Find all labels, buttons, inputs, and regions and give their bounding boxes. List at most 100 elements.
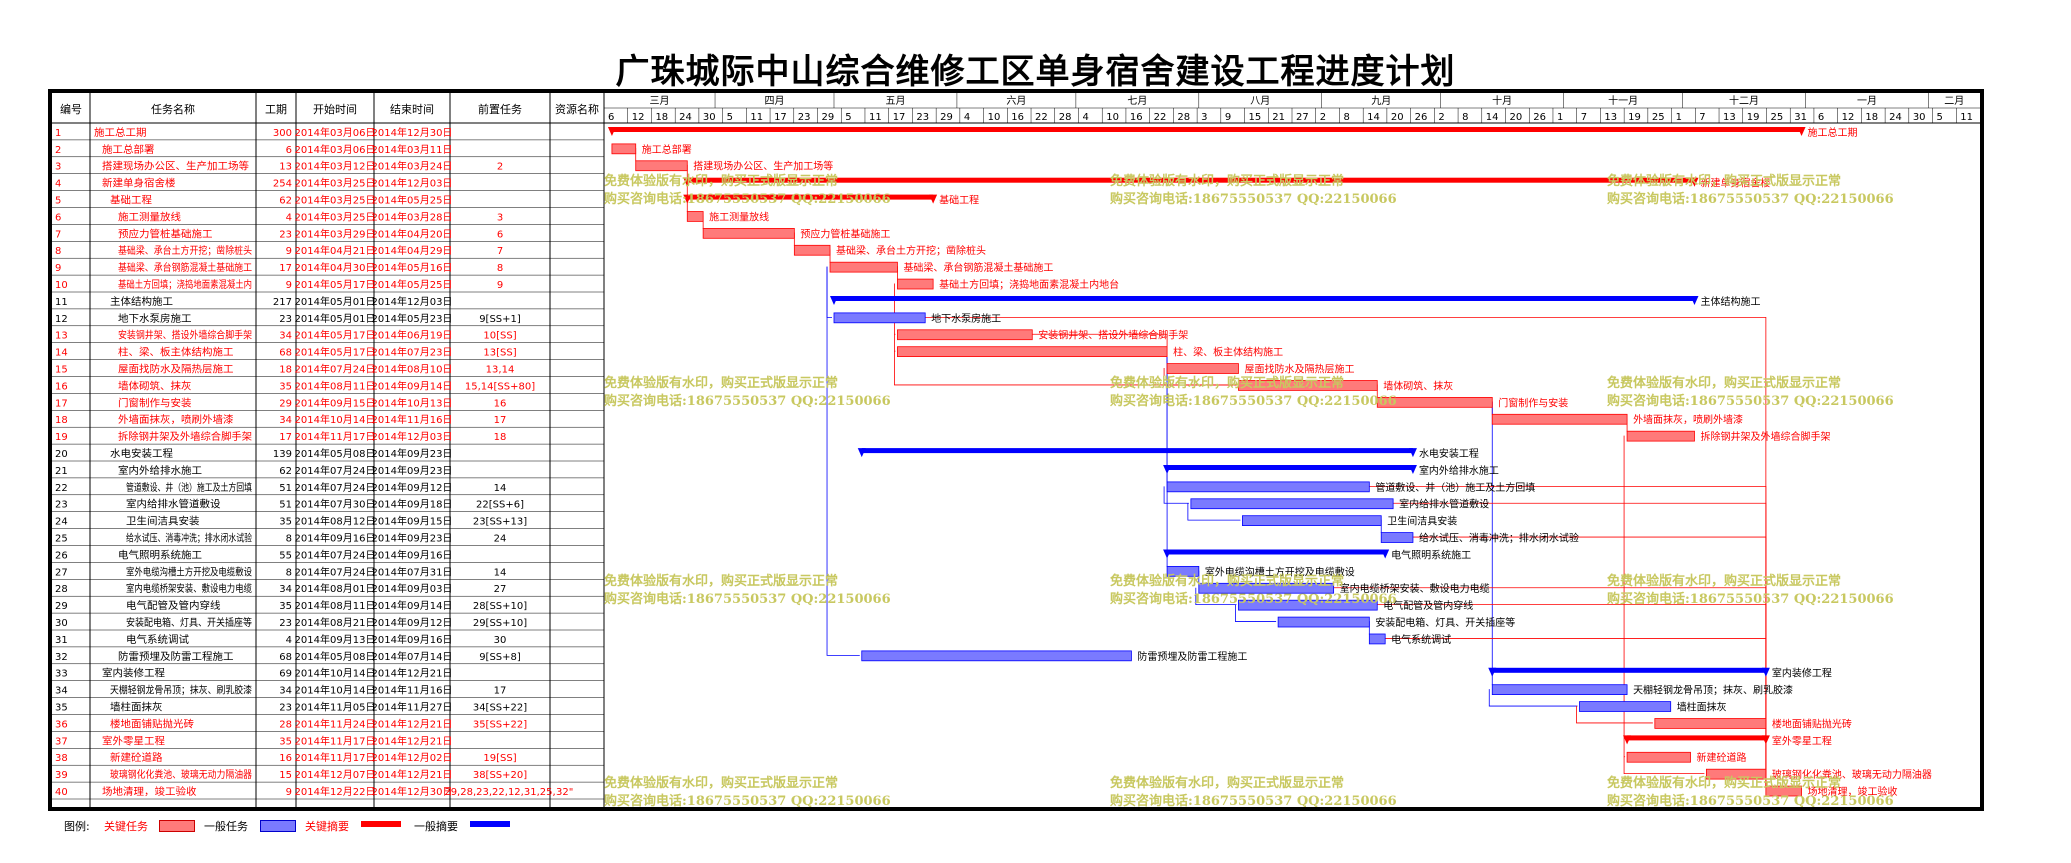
dependency-link xyxy=(826,266,860,656)
task-duration: 35 xyxy=(279,736,292,747)
task-duration: 9 xyxy=(286,787,292,798)
task-name: 电气照明系统施工 xyxy=(118,548,202,561)
task-end: 2014年03月11日 xyxy=(372,143,453,156)
task-bar-label: 预应力管桩基础施工 xyxy=(800,227,890,240)
legend-normal-summary-swatch xyxy=(470,821,510,827)
task-start: 2014年05月17日 xyxy=(295,329,376,342)
day-tick-label: 19 xyxy=(1628,112,1641,123)
legend-normal-task-label: 一般任务 xyxy=(204,820,248,833)
day-tick-label: 6 xyxy=(1818,112,1824,123)
day-tick-label: 27 xyxy=(1296,112,1309,123)
task-name: 外墙面抹灰，喷刷外墙漆 xyxy=(118,413,234,426)
task-duration: 6 xyxy=(286,145,292,156)
legend-normal-task-swatch xyxy=(260,820,296,832)
day-tick-label: 12 xyxy=(632,112,645,123)
task-predecessor: 24 xyxy=(494,534,507,545)
task-bar-label: 电气系统调试 xyxy=(1391,633,1451,646)
task-duration: 68 xyxy=(279,348,292,359)
task-name: 电气配管及管内穿线 xyxy=(126,599,221,612)
watermark-line1: 免费体验版有水印，购买正式版显示正常 xyxy=(1607,173,1841,189)
task-bar xyxy=(1626,751,1691,763)
task-duration: 69 xyxy=(279,669,292,680)
task-duration: 23 xyxy=(279,314,292,325)
task-bar-label: 室内外给排水施工 xyxy=(1419,464,1499,477)
day-tick-label: 28 xyxy=(1177,112,1190,123)
day-tick-label: 20 xyxy=(1510,112,1523,123)
task-start: 2014年03月29日 xyxy=(295,227,376,240)
summary-bar-end-cap xyxy=(1381,549,1390,559)
task-name: 场地清理，竣工验收 xyxy=(102,785,197,798)
legend-critical-summary-swatch xyxy=(361,821,401,827)
task-predecessor: 6 xyxy=(497,229,503,240)
task-name: 安装配电箱、灯具、开关插座等 xyxy=(126,616,252,629)
task-bar xyxy=(1376,396,1493,408)
task-end: 2014年09月16日 xyxy=(372,633,453,646)
task-end: 2014年12月21日 xyxy=(372,734,453,747)
task-predecessor: 8 xyxy=(497,263,503,274)
watermark-line2: 购买咨询电话:18675550537 QQ:22150066 xyxy=(1110,793,1397,807)
day-tick-label: 2 xyxy=(1320,112,1326,123)
day-tick-label: 10 xyxy=(1106,112,1119,123)
task-start: 2014年11月05日 xyxy=(295,701,376,714)
task-end: 2014年09月14日 xyxy=(372,379,453,392)
summary-bar-start-cap xyxy=(1163,465,1172,474)
task-bar xyxy=(1238,599,1378,611)
task-bar-label: 天棚轻钢龙骨吊顶；抹灰、刷乳胶漆 xyxy=(1633,684,1793,697)
task-duration: 35 xyxy=(279,517,292,528)
month-label: 七月 xyxy=(1127,95,1147,107)
task-start: 2014年10月14日 xyxy=(295,413,376,426)
task-bar xyxy=(1242,515,1382,527)
task-start: 2014年11月17日 xyxy=(295,751,376,764)
task-start: 2014年11月17日 xyxy=(295,734,376,747)
task-id: 20 xyxy=(55,449,68,460)
task-end: 2014年08月10日 xyxy=(372,363,453,376)
task-duration: 9 xyxy=(286,280,292,291)
day-tick-label: 5 xyxy=(845,112,851,123)
task-duration: 51 xyxy=(279,483,292,494)
day-tick-label: 17 xyxy=(893,112,906,123)
task-duration: 34 xyxy=(279,686,292,697)
task-bar-label: 拆除钢井架及外墙综合脚手架 xyxy=(1700,430,1830,443)
gantt-chart: 编号 任务名称 工期 开始时间 结束时间 前置任务 资源名称 三月 四月 五月 六月 七月 八月 九月 十月… xyxy=(52,93,1980,807)
task-end: 2014年12月21日 xyxy=(372,667,453,680)
task-id: 13 xyxy=(55,331,68,342)
task-bar-label: 室外电缆沟槽土方开挖及电缆敷设 xyxy=(1205,565,1355,578)
task-end: 2014年09月18日 xyxy=(372,498,453,511)
task-bar xyxy=(1654,718,1767,729)
task-bar-label: 楼地面铺贴抛光砖 xyxy=(1772,717,1852,730)
task-end: 2014年12月21日 xyxy=(372,717,453,730)
task-predecessor: 13,14 xyxy=(486,365,515,376)
task-duration: 34 xyxy=(279,584,292,595)
month-label: 十一月 xyxy=(1608,94,1638,107)
day-tick-label: 14 xyxy=(1367,112,1380,123)
task-name: 柱、梁、板主体结构施工 xyxy=(118,346,234,359)
task-bar-label: 施工总部署 xyxy=(642,143,692,156)
day-tick-label: 25 xyxy=(1652,112,1665,123)
task-start: 2014年03月12日 xyxy=(295,160,376,173)
task-start: 2014年04月30日 xyxy=(295,261,376,274)
watermark-line2: 购买咨询电话:18675550537 QQ:22150066 xyxy=(604,793,891,807)
task-bar xyxy=(861,650,1132,662)
dependency-link xyxy=(1187,503,1241,521)
task-name: 施工总部署 xyxy=(102,143,155,156)
task-bar-label: 门窗制作与安装 xyxy=(1498,396,1568,409)
task-id: 14 xyxy=(55,348,68,359)
watermark-line1: 免费体验版有水印，购买正式版显示正常 xyxy=(604,775,838,791)
task-bar-label: 外墙面抹灰，喷刷外墙漆 xyxy=(1633,413,1743,426)
task-name: 电气系统调试 xyxy=(126,633,189,646)
task-bar xyxy=(897,278,934,290)
task-bar xyxy=(897,346,1168,357)
task-end: 2014年05月23日 xyxy=(372,312,453,325)
task-duration: 68 xyxy=(279,652,292,663)
day-tick-label: 22 xyxy=(1035,112,1048,123)
watermark-line1: 免费体验版有水印，购买正式版显示正常 xyxy=(604,573,838,589)
summary-bar-end-cap xyxy=(1690,177,1699,187)
task-start: 2014年03月06日 xyxy=(295,143,376,156)
task-name: 水电安装工程 xyxy=(110,447,173,460)
task-start: 2014年07月24日 xyxy=(295,565,376,578)
day-tick-label: 23 xyxy=(916,112,929,123)
task-bar-label: 地下水泵房施工 xyxy=(931,312,1001,325)
task-name: 搭建现场办公区、生产加工场等 xyxy=(102,160,249,173)
task-bar-label: 基础梁、承台钢筋混凝土基础施工 xyxy=(903,261,1053,274)
watermark-line1: 免费体验版有水印，购买正式版显示正常 xyxy=(1110,775,1344,791)
